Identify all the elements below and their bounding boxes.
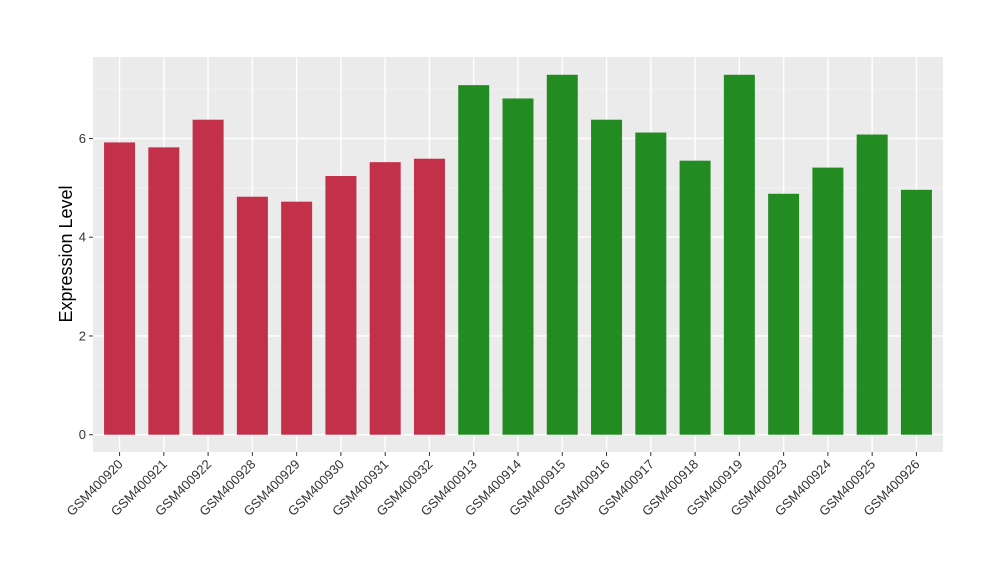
bar-GSM400919 xyxy=(723,74,755,435)
bar-GSM400931 xyxy=(369,162,401,435)
bar-GSM400918 xyxy=(679,160,711,435)
bar-GSM400915 xyxy=(546,74,578,435)
y-tick-label: 0 xyxy=(79,427,86,442)
y-tick-label: 4 xyxy=(79,230,86,245)
bars xyxy=(104,74,932,435)
y-axis-ticks: 0 2 4 6 xyxy=(79,131,93,442)
bar-GSM400925 xyxy=(856,134,888,435)
bar-GSM400924 xyxy=(812,167,844,435)
bar-GSM400932 xyxy=(413,158,445,435)
bar-GSM400914 xyxy=(502,98,534,435)
bar-GSM400930 xyxy=(325,175,357,435)
bar-GSM400921 xyxy=(148,147,180,435)
bar-GSM400922 xyxy=(192,119,224,435)
y-tick-label: 2 xyxy=(79,328,86,343)
bar-GSM400926 xyxy=(900,189,932,435)
y-tick-label: 6 xyxy=(79,131,86,146)
bar-GSM400929 xyxy=(281,201,313,435)
bar-GSM400920 xyxy=(104,142,136,435)
bar-GSM400928 xyxy=(236,196,268,435)
bar-GSM400916 xyxy=(591,119,623,435)
bar-GSM400917 xyxy=(635,132,667,435)
bar-GSM400923 xyxy=(768,193,800,435)
y-axis-title: Expression Level xyxy=(56,185,76,322)
x-axis-ticks: GSM400920GSM400921GSM400922GSM400928GSM4… xyxy=(63,452,923,519)
bar-GSM400913 xyxy=(458,85,490,435)
